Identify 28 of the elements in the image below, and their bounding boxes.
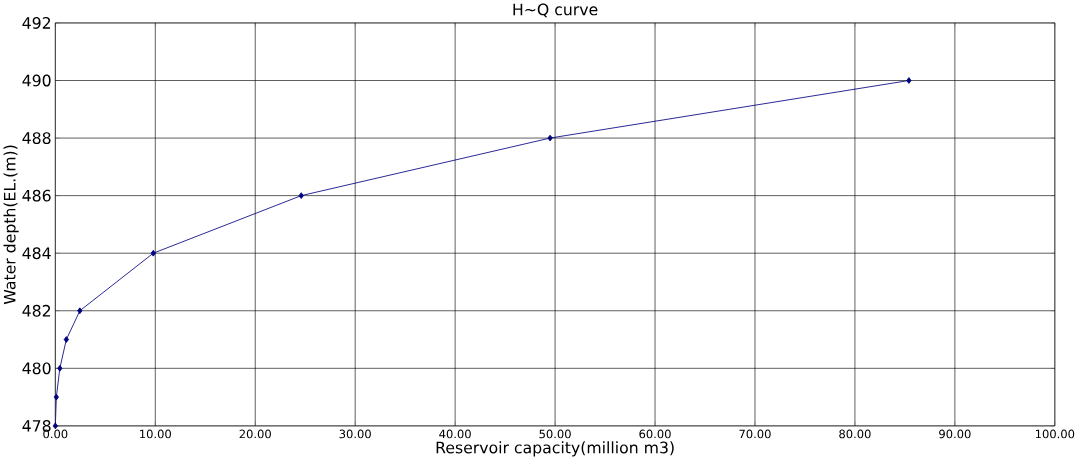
x-tick-label: 70.00 xyxy=(739,429,771,439)
y-tick-label: 492 xyxy=(22,17,51,29)
point xyxy=(150,249,156,257)
point xyxy=(53,393,59,401)
y-tick-label: 482 xyxy=(22,304,51,317)
x-tick-label: 40.00 xyxy=(439,429,471,439)
x-tick-label: 90.00 xyxy=(939,429,971,439)
point xyxy=(77,307,83,315)
y-tick-label: 490 xyxy=(22,74,51,87)
y-tick-label: 484 xyxy=(22,247,51,260)
point xyxy=(906,77,912,84)
point xyxy=(63,336,69,343)
x-axis-title: Reservoir capacity(million m3) xyxy=(436,441,674,457)
x-tick-label: 10.00 xyxy=(140,429,171,439)
x-tick-label: 50.00 xyxy=(539,429,571,439)
point xyxy=(57,364,63,372)
point xyxy=(298,192,304,199)
y-tick-label: 488 xyxy=(22,132,51,145)
x-tick-label: 20.00 xyxy=(239,429,271,439)
y-axis-title: Water depth(EL.(m)) xyxy=(3,145,19,305)
x-tick-label: 100.00 xyxy=(1035,429,1075,439)
x-tick-label: 80.00 xyxy=(839,429,871,439)
x-tick-label: 60.00 xyxy=(639,429,671,439)
x-tick-label: 30.00 xyxy=(339,429,371,439)
y-tick-label: 480 xyxy=(22,362,51,375)
point xyxy=(547,134,553,142)
y-tick-label: 486 xyxy=(22,189,51,202)
chart-title: H∼Q curve xyxy=(513,3,598,18)
